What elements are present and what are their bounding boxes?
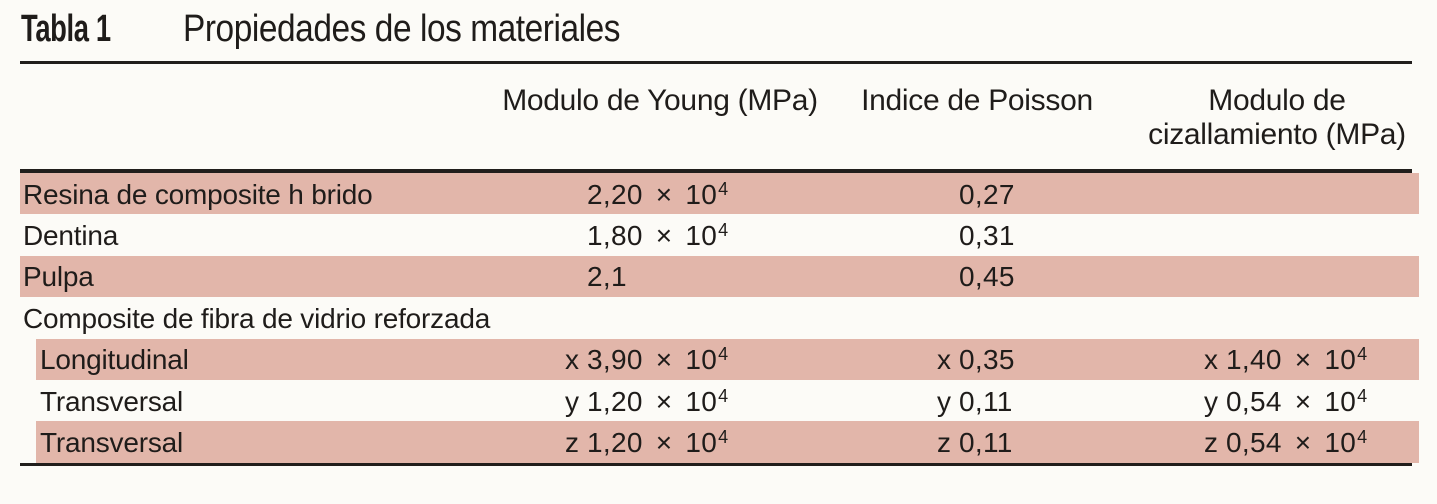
exponent: 4 — [718, 344, 729, 365]
value-number: 0,54 — [1226, 427, 1282, 459]
power-base: 10 — [1324, 427, 1357, 459]
power-base: 10 — [685, 385, 718, 417]
young-value: z 1,20 × 104 — [565, 427, 728, 459]
poisson-value: y 0,11 — [937, 386, 1013, 418]
axis-prefix: y — [1204, 385, 1219, 417]
young-value: 2,20 × 104 — [565, 179, 728, 211]
multiplication-sign: × — [1294, 427, 1312, 459]
power-base: 10 — [685, 220, 718, 252]
value-number: 2,20 — [587, 178, 643, 210]
material-label: Resina de composite h brido — [23, 178, 373, 210]
table-row: Transversal y 1,20 × 104 y 0,11 y 0,54 × 104 — [20, 380, 1419, 421]
table-row: Resina de composite h brido 2,20 × 104 0,27 — [20, 173, 1419, 215]
multiplication-sign: × — [655, 178, 673, 210]
axis-prefix: y — [937, 385, 952, 417]
poisson-value: 0,27 — [937, 179, 1015, 211]
column-header-shear: Modulo de cizallamiento (MPa) — [1148, 84, 1406, 151]
column-header-young: Modulo de Young (MPa) — [502, 84, 818, 117]
value-number: 1,40 — [1226, 344, 1282, 376]
power-base: 10 — [685, 427, 718, 459]
exponent: 4 — [718, 427, 729, 448]
young-value: 2,1 — [565, 261, 627, 293]
value-number: 0,11 — [959, 385, 1013, 417]
material-label: Composite de fibra de vidrio reforzada — [23, 302, 491, 334]
poisson-value: 0,45 — [937, 261, 1015, 293]
young-value: 1,80 × 104 — [565, 220, 728, 252]
young-value: y 1,20 × 104 — [565, 386, 728, 418]
bottom-rule — [20, 463, 1412, 466]
value-number: 0,27 — [959, 178, 1015, 210]
shear-value: y 0,54 × 104 — [1204, 386, 1367, 418]
material-label: Transversal — [40, 385, 184, 417]
value-number: 1,20 — [587, 427, 643, 459]
shear-value: z 0,54 × 104 — [1204, 427, 1367, 459]
material-label: Dentina — [23, 220, 119, 252]
value-number: 0,54 — [1226, 385, 1282, 417]
multiplication-sign: × — [1294, 385, 1312, 417]
value-number: 0,45 — [959, 261, 1015, 293]
axis-prefix: z — [1204, 427, 1219, 459]
value-number: 2,1 — [587, 261, 627, 293]
poisson-value: z 0,11 — [937, 427, 1013, 459]
table-row: Dentina 1,80 × 104 0,31 — [20, 214, 1419, 255]
material-label: Pulpa — [23, 261, 94, 293]
material-label: Transversal — [40, 427, 184, 459]
table-row: Pulpa 2,1 0,45 — [20, 255, 1419, 298]
axis-prefix: x — [937, 344, 952, 376]
table-title-label: Tabla 1 — [21, 8, 111, 50]
power-base: 10 — [1324, 385, 1357, 417]
axis-prefix: x — [565, 344, 580, 376]
axis-prefix: z — [565, 427, 580, 459]
multiplication-sign: × — [655, 385, 673, 417]
power-base: 10 — [1324, 344, 1357, 376]
multiplication-sign: × — [1294, 344, 1312, 376]
poisson-value: 0,31 — [937, 220, 1015, 252]
axis-prefix: y — [565, 385, 580, 417]
value-number: 1,20 — [587, 385, 643, 417]
multiplication-sign: × — [655, 220, 673, 252]
exponent: 4 — [718, 220, 729, 241]
exponent: 4 — [718, 385, 729, 406]
shear-value: x 1,40 × 104 — [1204, 344, 1367, 376]
column-header-poisson: Indice de Poisson — [861, 84, 1093, 117]
poisson-value: x 0,35 — [937, 344, 1015, 376]
value-number: 1,80 — [587, 220, 643, 252]
table-row: Longitudinal x 3,90 × 104 x 0,35 x 1,40 × 104 — [20, 338, 1419, 381]
exponent: 4 — [1357, 427, 1368, 448]
power-base: 10 — [685, 344, 718, 376]
table-title: Tabla 1 Propiedades de los materiales — [21, 8, 621, 53]
value-number: 0,31 — [959, 220, 1015, 252]
value-number: 0,35 — [959, 344, 1015, 376]
exponent: 4 — [1357, 344, 1368, 365]
header-divider-rule — [20, 169, 1412, 173]
title-divider-rule — [20, 61, 1412, 64]
exponent: 4 — [1357, 385, 1368, 406]
exponent: 4 — [718, 178, 729, 199]
material-label: Longitudinal — [40, 344, 189, 376]
table-title-caption: Propiedades de los materiales — [183, 8, 621, 50]
table-row: Composite de fibra de vidrio reforzada — [20, 297, 1419, 338]
table-row: Transversal z 1,20 × 104 z 0,11 z 0,54 × 104 — [20, 421, 1419, 464]
value-number: 3,90 — [587, 344, 643, 376]
axis-prefix: z — [937, 427, 952, 459]
young-value: x 3,90 × 104 — [565, 344, 728, 376]
value-number: 0,11 — [959, 427, 1013, 459]
table-rows: Resina de composite h brido 2,20 × 104 0,27 D… — [20, 173, 1419, 464]
power-base: 10 — [685, 178, 718, 210]
multiplication-sign: × — [655, 427, 673, 459]
axis-prefix: x — [1204, 344, 1219, 376]
multiplication-sign: × — [655, 344, 673, 376]
